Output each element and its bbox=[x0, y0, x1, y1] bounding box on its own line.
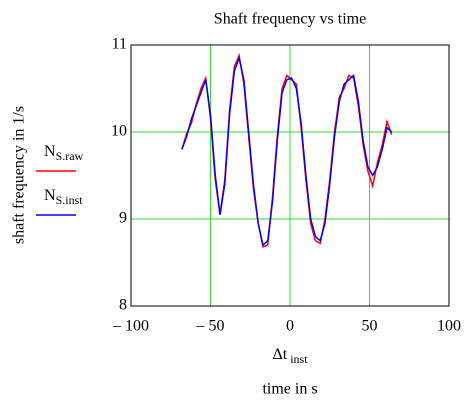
y-tick-label: 11 bbox=[112, 36, 127, 53]
y-tick-label: 10 bbox=[111, 123, 127, 140]
x-axis-label: Δt inst bbox=[272, 346, 308, 366]
y-tick-label: 8 bbox=[119, 297, 127, 314]
x-axis-units: time in s bbox=[262, 381, 317, 398]
x-tick-label: 100 bbox=[437, 318, 461, 335]
plot-frame bbox=[130, 44, 450, 307]
legend-label: NS.inst bbox=[44, 187, 83, 207]
series-line bbox=[181, 55, 393, 247]
x-tick-label: – 100 bbox=[112, 318, 149, 335]
legend-label: NS.raw bbox=[44, 143, 84, 163]
x-tick-label: 0 bbox=[286, 318, 294, 335]
chart-title: Shaft frequency vs time bbox=[214, 11, 366, 28]
x-tick-label: 50 bbox=[362, 318, 378, 335]
x-tick-label: – 50 bbox=[196, 318, 225, 335]
y-axis-label: shaft frequency in 1/s bbox=[11, 106, 28, 244]
y-tick-label: 9 bbox=[119, 210, 127, 227]
